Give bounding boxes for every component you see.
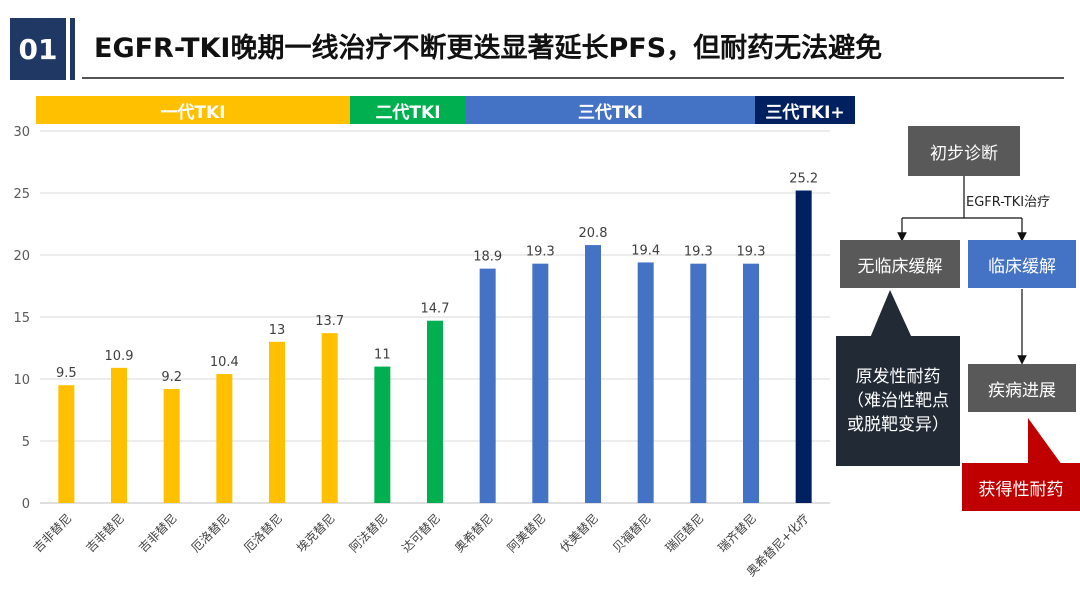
bar — [321, 333, 338, 503]
bar — [479, 268, 496, 503]
y-tick-label: 10 — [13, 373, 30, 388]
flow-no-response: 无临床缓解 — [840, 240, 960, 288]
data-label: 14.7 — [421, 302, 450, 317]
slide-number-accent — [70, 18, 75, 80]
data-label: 19.3 — [684, 245, 713, 260]
y-tick-label: 15 — [13, 311, 30, 326]
data-label: 19.3 — [526, 245, 555, 260]
bar — [216, 374, 233, 503]
bar — [637, 262, 654, 503]
callout-pointer-primary — [870, 290, 912, 338]
data-label: 9.5 — [56, 366, 77, 381]
flow-acquired-resistance: 获得性耐药 — [962, 463, 1080, 511]
generation-band-first: 一代TKI — [36, 96, 350, 124]
flow-initial-diagnosis: 初步诊断 — [908, 126, 1020, 176]
callout-pointer-acquired — [1028, 418, 1062, 465]
data-label: 19.4 — [631, 243, 660, 258]
data-label: 20.8 — [579, 226, 608, 241]
generation-band-third-plus: 三代TKI+ — [755, 96, 855, 124]
bar — [427, 320, 443, 503]
flow-edge-label: EGFR-TKI治疗 — [966, 195, 1051, 210]
y-tick-label: 5 — [22, 435, 30, 450]
flow-clinical-response: 临床缓解 — [968, 240, 1076, 288]
y-tick-label: 30 — [13, 125, 30, 140]
bar — [585, 245, 601, 503]
data-label: 13.7 — [315, 314, 344, 329]
flow-disease-progression: 疾病进展 — [968, 364, 1076, 412]
page-title: EGFR-TKI晚期一线治疗不断更迭显著延长PFS，但耐药无法避免 — [94, 33, 883, 64]
data-label: 25.2 — [789, 172, 818, 187]
generation-band-third: 三代TKI — [466, 96, 755, 124]
bar — [163, 388, 180, 503]
y-tick-label: 25 — [13, 187, 30, 202]
bar — [58, 385, 75, 503]
data-label: 13 — [269, 323, 286, 338]
bar — [690, 263, 707, 503]
bar — [111, 367, 127, 503]
title-divider — [82, 77, 1064, 79]
y-tick-label: 20 — [13, 249, 30, 264]
bar — [795, 190, 812, 503]
data-label: 19.3 — [737, 245, 766, 260]
data-label: 18.9 — [473, 250, 502, 265]
generation-band-second: 二代TKI — [350, 96, 466, 124]
bar — [532, 263, 549, 503]
slide-number: 01 — [10, 18, 66, 80]
data-label: 10.4 — [210, 355, 239, 370]
bar — [269, 341, 285, 503]
data-label: 11 — [374, 348, 391, 363]
bar — [743, 263, 759, 503]
data-label: 10.9 — [105, 349, 134, 364]
bar — [374, 366, 391, 503]
data-label: 9.2 — [161, 370, 182, 385]
flow-primary-resistance: 原发性耐药（难治性靶点或脱靶变异） — [836, 336, 960, 466]
y-tick-label: 0 — [22, 497, 30, 512]
